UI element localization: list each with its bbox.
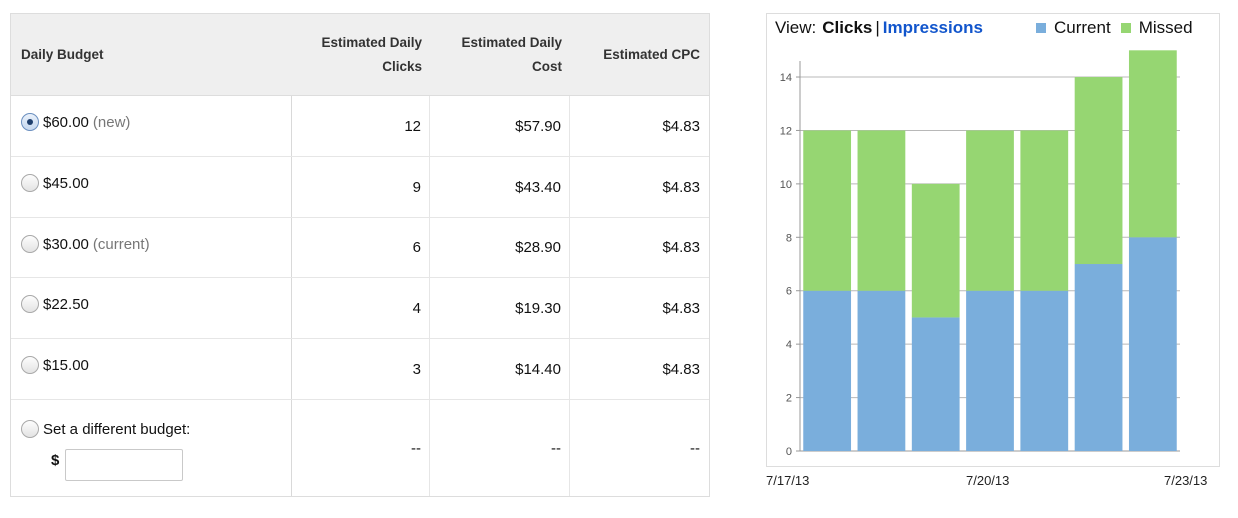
- header-estimated-daily-clicks: Estimated Daily Clicks: [291, 14, 422, 96]
- budget-option-30[interactable]: $30.00 (current): [21, 235, 150, 253]
- budget-options-table: Daily Budget Estimated Daily Clicks Estim…: [10, 13, 710, 497]
- bar-missed: [1074, 77, 1123, 265]
- column-divider: [429, 96, 430, 496]
- cost-cell: $43.40: [515, 178, 561, 196]
- budget-row-45[interactable]: $45.00 9 $43.40 $4.83: [11, 157, 709, 218]
- budget-row-30[interactable]: $30.00 (current) 6 $28.90 $4.83: [11, 218, 709, 278]
- view-option-impressions[interactable]: Impressions: [882, 18, 983, 37]
- budget-radio-60[interactable]: [21, 113, 39, 131]
- table-header: Daily Budget Estimated Daily Clicks Estim…: [11, 14, 709, 96]
- view-toggle: View: Clicks | Impressions: [775, 18, 983, 38]
- cost-cell: $57.90: [515, 117, 561, 135]
- custom-budget-label: Set a different budget:: [43, 420, 191, 438]
- cpc-cell: --: [690, 439, 700, 457]
- y-tick-label: 0: [786, 446, 792, 458]
- header-estimated-cpc: Estimated CPC: [603, 47, 700, 62]
- column-divider: [569, 96, 570, 496]
- budget-amount: $15.00: [43, 356, 89, 374]
- y-tick-label: 10: [780, 179, 792, 191]
- bar-current: [1128, 237, 1177, 451]
- cpc-cell: $4.83: [662, 178, 700, 196]
- cpc-cell: $4.83: [662, 360, 700, 378]
- clicks-cell: --: [411, 439, 421, 457]
- budget-radio-custom[interactable]: [21, 420, 39, 438]
- header-cost-line2: Cost: [532, 59, 562, 74]
- budget-radio-30[interactable]: [21, 235, 39, 253]
- legend-item-current: Current: [1036, 18, 1111, 38]
- clicks-cell: 3: [412, 360, 421, 378]
- x-tick-label: 7/17/13: [766, 473, 810, 488]
- header-clicks-line2: Clicks: [382, 59, 422, 74]
- bar-missed: [803, 130, 852, 291]
- currency-symbol: $: [51, 452, 60, 469]
- cost-cell: $19.30: [515, 299, 561, 317]
- cpc-cell: $4.83: [662, 117, 700, 135]
- bar-missed: [966, 130, 1014, 291]
- clicks-cell: 6: [412, 239, 421, 256]
- bar-missed: [1128, 50, 1177, 238]
- y-tick-label: 12: [780, 125, 792, 137]
- budget-option-custom[interactable]: Set a different budget:: [21, 420, 190, 438]
- y-tick-label: 14: [780, 72, 792, 84]
- legend-swatch-current: [1036, 23, 1046, 33]
- y-tick-label: 6: [786, 286, 792, 298]
- legend-label-current: Current: [1054, 18, 1111, 37]
- view-label: View:: [775, 18, 817, 37]
- bar-current: [1074, 264, 1123, 451]
- header-estimated-daily-cost: Estimated Daily Cost: [431, 14, 562, 96]
- cost-cell: --: [551, 439, 561, 457]
- bar-missed: [1020, 130, 1069, 291]
- header-cost-line1: Estimated Daily: [461, 35, 562, 50]
- budget-row-custom[interactable]: Set a different budget: $ -- -- --: [11, 400, 709, 496]
- clicks-cell: 12: [404, 117, 421, 135]
- y-tick-label: 8: [786, 232, 792, 244]
- cpc-cell: $4.83: [662, 299, 700, 317]
- budget-radio-15[interactable]: [21, 356, 39, 374]
- budget-note: (new): [92, 113, 131, 131]
- budget-row-22-50[interactable]: $22.50 4 $19.30 $4.83: [11, 278, 709, 339]
- budget-amount: $60.00: [43, 113, 89, 131]
- clicks-cell: 4: [412, 299, 421, 317]
- clicks-forecast-chart: 0 2 4 6 8 10 12 14 View: Clicks | Impressions C…: [766, 13, 1220, 497]
- y-tick-label: 2: [786, 393, 792, 405]
- view-option-clicks[interactable]: Clicks: [822, 18, 873, 37]
- budget-amount: $45.00: [43, 174, 89, 192]
- bar-missed: [911, 183, 960, 318]
- cost-cell: $28.90: [515, 239, 561, 256]
- legend-swatch-missed: [1120, 23, 1131, 33]
- x-tick-label: 7/23/13: [1164, 473, 1208, 488]
- budget-amount: $30.00: [43, 235, 89, 253]
- budget-option-22-50[interactable]: $22.50: [21, 295, 89, 313]
- bar-current: [803, 290, 852, 451]
- custom-budget-input[interactable]: [65, 449, 183, 481]
- budget-radio-22-50[interactable]: [21, 295, 39, 313]
- budget-option-60[interactable]: $60.00 (new): [21, 113, 130, 131]
- clicks-cell: 9: [412, 178, 421, 196]
- y-tick-label: 4: [786, 339, 792, 351]
- budget-option-15[interactable]: $15.00: [21, 356, 89, 374]
- legend-item-missed: Missed: [1120, 18, 1193, 38]
- budget-row-60[interactable]: $60.00 (new) 12 $57.90 $4.83: [11, 96, 709, 157]
- header-daily-budget: Daily Budget: [21, 47, 104, 62]
- budget-option-45[interactable]: $45.00: [21, 174, 89, 192]
- bar-current: [857, 290, 906, 451]
- budget-row-15[interactable]: $15.00 3 $14.40 $4.83: [11, 339, 709, 400]
- column-divider: [291, 96, 292, 496]
- chart-plot: 0 2 4 6 8 10 12 14: [780, 50, 1180, 458]
- chart-legend: Current Missed: [1036, 18, 1193, 38]
- header-clicks-line1: Estimated Daily: [321, 35, 422, 50]
- bar-missed: [857, 130, 906, 291]
- bar-current: [966, 290, 1014, 451]
- x-tick-label: 7/20/13: [966, 473, 1010, 488]
- legend-label-missed: Missed: [1138, 18, 1193, 37]
- budget-note: (current): [92, 235, 150, 253]
- view-separator: |: [875, 18, 880, 37]
- bar-current: [911, 317, 960, 451]
- budget-radio-45[interactable]: [21, 174, 39, 192]
- cost-cell: $14.40: [515, 360, 561, 378]
- budget-amount: $22.50: [43, 295, 89, 313]
- cpc-cell: $4.83: [662, 239, 700, 256]
- bar-current: [1020, 290, 1069, 451]
